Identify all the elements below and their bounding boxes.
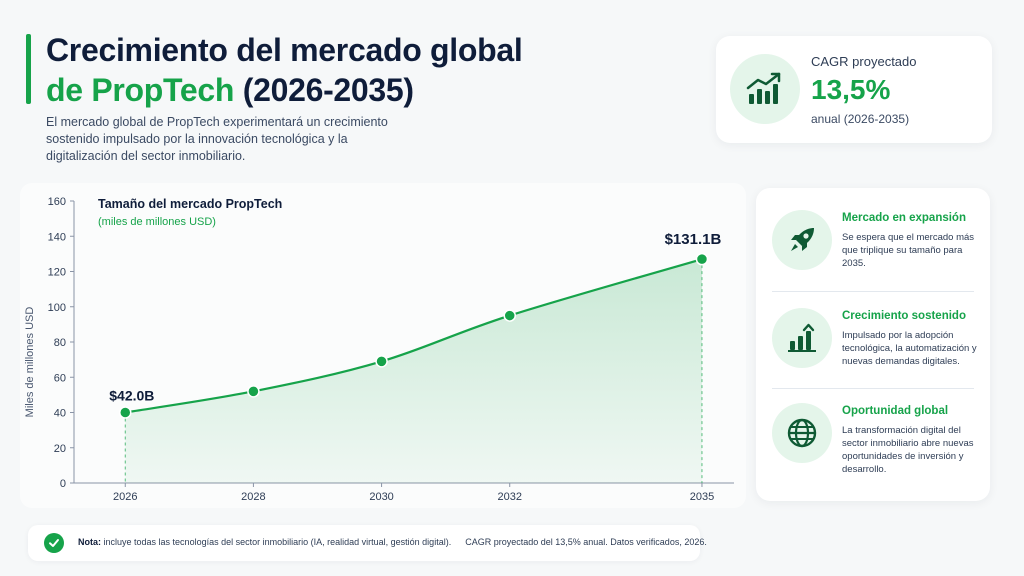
globe-icon <box>772 403 832 463</box>
y-tick-label: 160 <box>48 196 66 208</box>
y-tick-label: 20 <box>54 443 66 455</box>
page-title: Crecimiento del mercado global de PropTe… <box>46 30 523 110</box>
feature-title: Mercado en expansión <box>842 212 966 224</box>
x-tick-label: 2032 <box>497 491 521 503</box>
data-point <box>375 355 388 368</box>
market-size-chart: 0 20 40 60 80 100 120 140 160 2026 2028 2030 2032 203… <box>24 196 734 503</box>
features-panel: Mercado en expansión Se espera que el me… <box>756 188 990 501</box>
bar-growth-icon <box>772 308 832 368</box>
data-point <box>119 406 132 419</box>
footnote-extra: CAGR proyectado del 13,5% anual. Datos v… <box>465 537 707 547</box>
data-point <box>503 309 516 322</box>
data-point <box>695 252 709 266</box>
y-tick-label: 100 <box>48 302 66 314</box>
title-accent-bar <box>26 34 31 104</box>
chart-title: Tamaño del mercado PropTech <box>98 197 282 211</box>
footnote: Nota: incluye todas las tecnologías del … <box>28 525 707 561</box>
footnote-text: Nota: incluye todas las tecnologías del … <box>78 537 707 547</box>
x-tick-label: 2030 <box>369 491 393 503</box>
y-tick-label: 120 <box>48 267 66 279</box>
cagr-label: CAGR proyectado <box>811 54 917 69</box>
cagr-value: 13,5% <box>811 74 891 105</box>
y-axis-label: Miles de millones USD <box>24 307 36 418</box>
feature-title: Crecimiento sostenido <box>842 310 966 322</box>
check-icon <box>44 533 64 553</box>
footnote-body: incluye todas las tecnologías del sector… <box>103 537 452 547</box>
title-line-2: de PropTech (2026-2035) <box>46 70 522 110</box>
title-years: (2026-2035) <box>242 72 414 108</box>
cagr-card: CAGR proyectado 13,5% anual (2026-2035) <box>716 36 992 143</box>
y-tick-label: 60 <box>54 372 66 384</box>
data-point <box>247 385 260 398</box>
x-tick-label: 2028 <box>241 491 265 503</box>
area-fill <box>125 259 702 483</box>
y-tick-label: 140 <box>48 231 66 243</box>
divider <box>772 388 974 389</box>
rocket-icon <box>772 210 832 270</box>
chart-subtitle: (miles de millones USD) <box>98 216 216 228</box>
feature-text: Impulsado por la adopción tecnológica, l… <box>842 330 977 367</box>
cagr-period: anual (2026-2035) <box>811 112 910 126</box>
footnote-label: Nota: <box>78 537 101 547</box>
feature-title: Oportunidad global <box>842 405 949 417</box>
y-tick-label: 0 <box>60 478 66 490</box>
x-tick-label: 2035 <box>690 491 714 503</box>
chart-growth-icon <box>730 54 800 124</box>
title-highlight: de PropTech <box>46 72 235 108</box>
divider <box>772 291 974 292</box>
title-line-1: Crecimiento del mercado global <box>46 32 523 68</box>
chart-card: 0 20 40 60 80 100 120 140 160 2026 2028 2030 2032 203… <box>20 183 746 508</box>
start-value-label: $42.0B <box>109 388 154 404</box>
y-tick-label: 40 <box>54 408 66 420</box>
end-value-label: $131.1B <box>665 231 722 248</box>
x-tick-label: 2026 <box>113 491 137 503</box>
feature-text: La transformación digital del sector inm… <box>842 425 974 475</box>
feature-text: Se espera que el mercado más que tripliq… <box>842 232 975 269</box>
page-subtitle: El mercado global de PropTech experiment… <box>46 115 388 163</box>
y-tick-label: 80 <box>54 337 66 349</box>
